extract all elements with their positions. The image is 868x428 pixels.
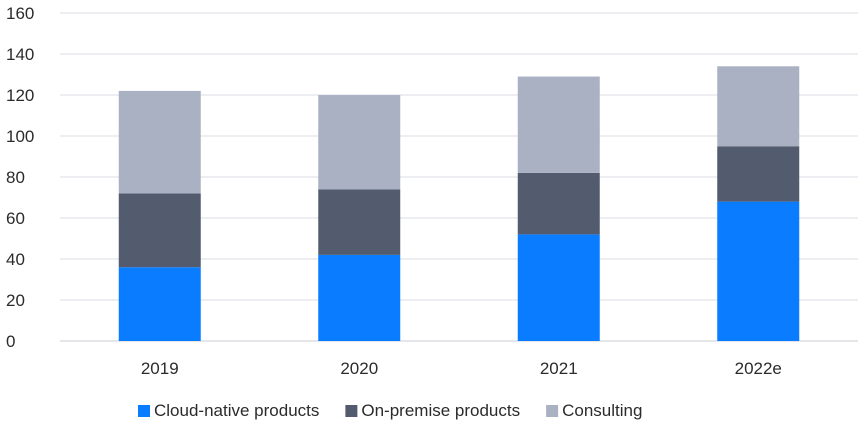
legend: Cloud-native products On-premise products… <box>138 401 642 420</box>
x-tick-label: 2021 <box>540 359 578 378</box>
bar-on-premise-products-2020 <box>318 189 401 255</box>
y-tick-label: 40 <box>6 250 25 269</box>
x-axis: 2019 2020 2021 2022e <box>141 359 782 378</box>
bar-on-premise-products-2021 <box>517 172 600 235</box>
legend-item-consulting: Consulting <box>546 401 642 420</box>
y-tick-label: 80 <box>6 168 25 187</box>
legend-item-cloud-native-products: Cloud-native products <box>138 401 319 420</box>
y-tick-label: 140 <box>6 45 34 64</box>
bar-on-premise-products-2022e <box>717 146 800 202</box>
x-tick-label: 2022e <box>735 359 782 378</box>
legend-label: On-premise products <box>361 401 520 420</box>
legend-swatch <box>546 405 559 417</box>
bar-cloud-native-products-2019 <box>118 267 201 341</box>
y-tick-label: 60 <box>6 209 25 228</box>
y-tick-label: 0 <box>6 332 15 351</box>
legend-label: Consulting <box>562 401 642 420</box>
y-tick-label: 100 <box>6 127 34 146</box>
bar-cloud-native-products-2021 <box>517 234 600 341</box>
y-axis: 0 20 40 60 80 100 120 140 160 <box>6 4 34 351</box>
y-tick-label: 20 <box>6 291 25 310</box>
legend-swatch <box>138 405 150 417</box>
bar-consulting-2019 <box>118 90 201 194</box>
bar-consulting-2022e <box>717 66 800 147</box>
x-tick-label: 2020 <box>340 359 378 378</box>
bars <box>118 66 800 341</box>
legend-item-on-premise-products: On-premise products <box>345 401 520 420</box>
bar-consulting-2021 <box>517 76 600 173</box>
bar-on-premise-products-2019 <box>118 193 201 268</box>
bar-cloud-native-products-2020 <box>318 254 401 341</box>
y-tick-label: 160 <box>6 4 34 23</box>
bar-cloud-native-products-2022e <box>717 201 800 341</box>
legend-label: Cloud-native products <box>154 401 319 420</box>
y-tick-label: 120 <box>6 86 34 105</box>
bar-consulting-2020 <box>318 95 401 190</box>
x-tick-label: 2019 <box>141 359 179 378</box>
legend-swatch <box>345 405 358 417</box>
